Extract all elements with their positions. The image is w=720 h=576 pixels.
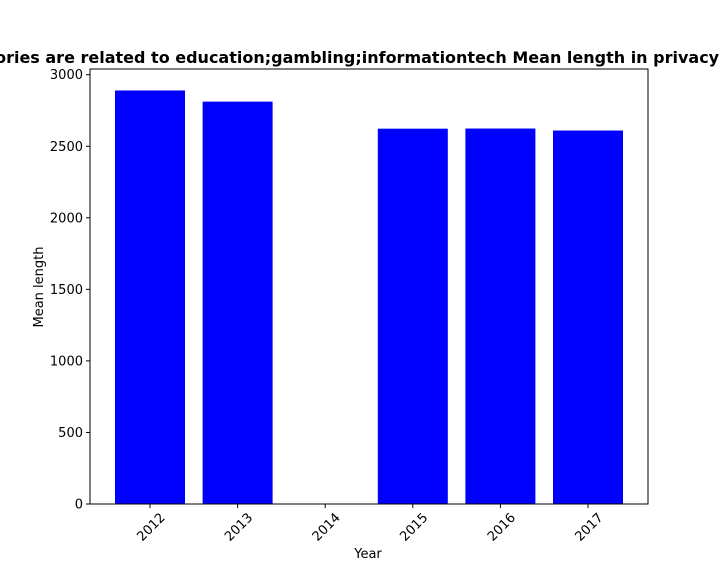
y-tick-label: 2000 xyxy=(50,211,83,226)
y-axis: 0 500 1000 1500 2000 2500 3000 xyxy=(50,68,90,513)
x-tick-label: 2017 xyxy=(573,511,607,545)
x-tick-label: 2016 xyxy=(485,511,519,545)
y-axis-label: Mean length xyxy=(32,247,47,328)
plot-area xyxy=(115,90,623,505)
x-tick-label: 2013 xyxy=(222,511,256,545)
x-tick-label: 2015 xyxy=(397,511,431,545)
y-tick-label: 1000 xyxy=(50,354,83,369)
y-tick-label: 0 xyxy=(75,498,83,513)
plot-frame xyxy=(89,68,649,505)
bar-2012 xyxy=(115,90,185,505)
y-tick-label: 3000 xyxy=(50,68,83,83)
bar-2015 xyxy=(377,128,448,504)
x-tick-label: 2012 xyxy=(135,511,169,545)
x-tick-label: 2014 xyxy=(310,511,344,545)
bar-2017 xyxy=(553,130,623,504)
y-tick-label: 2500 xyxy=(50,140,83,155)
y-tick-label: 1500 xyxy=(50,283,83,298)
chart-title: Categories are related to education;gamb… xyxy=(0,48,720,67)
x-axis-label: Year xyxy=(353,547,382,562)
bar-2016 xyxy=(465,128,536,505)
bar-2013 xyxy=(202,101,273,504)
y-tick-label: 500 xyxy=(58,426,83,441)
x-axis: 2012 2013 2014 2015 2016 2017 xyxy=(135,504,607,545)
